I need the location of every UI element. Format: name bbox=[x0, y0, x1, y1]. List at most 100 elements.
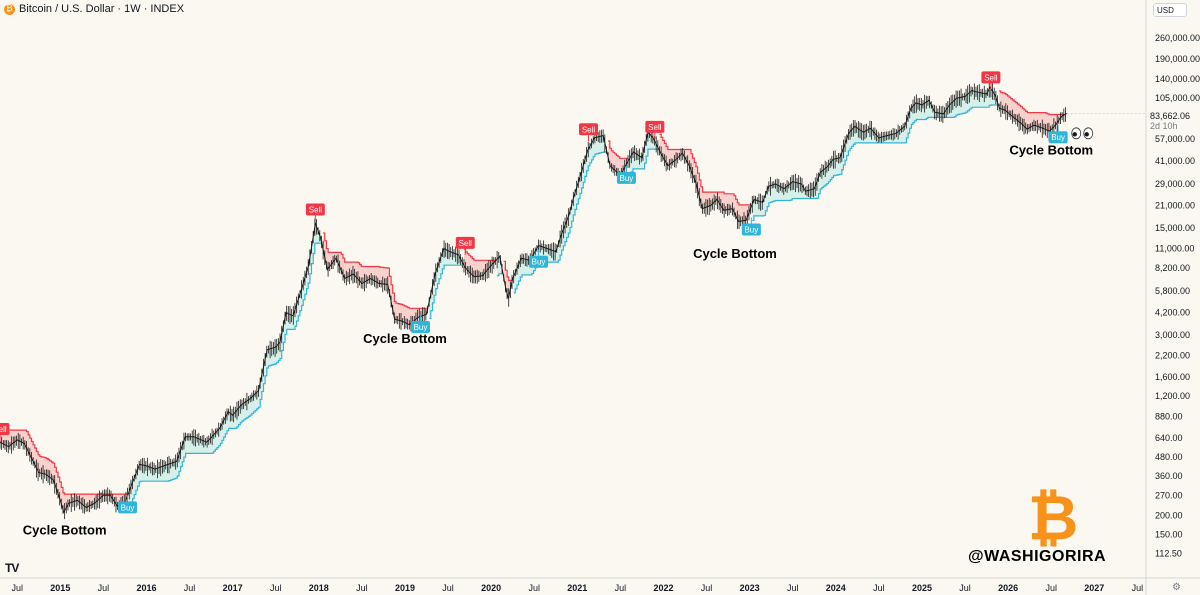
trend-fill bbox=[864, 130, 867, 143]
trend-fill bbox=[516, 264, 519, 285]
trend-fill bbox=[961, 96, 963, 114]
trend-fill bbox=[1000, 92, 1003, 110]
resistance-line bbox=[323, 232, 428, 309]
trend-fill bbox=[631, 152, 633, 172]
trend-fill bbox=[382, 267, 385, 285]
trend-fill bbox=[613, 152, 615, 171]
trend-fill bbox=[566, 216, 569, 238]
symbol-title[interactable]: Bitcoin / U.S. Dollar · 1W · INDEX bbox=[19, 3, 185, 15]
trend-fill bbox=[1007, 95, 1010, 114]
trend-fill bbox=[601, 135, 604, 153]
sell-signal bbox=[455, 236, 475, 249]
trend-fill bbox=[255, 392, 257, 411]
trend-fill bbox=[164, 465, 166, 482]
trend-fill bbox=[483, 260, 486, 275]
trend-fill bbox=[649, 133, 652, 150]
trend-fill bbox=[452, 252, 455, 266]
trend-fill bbox=[43, 457, 45, 475]
trend-fill bbox=[357, 262, 360, 281]
trend-fill bbox=[198, 438, 201, 454]
trend-fill bbox=[278, 342, 281, 361]
trend-fill bbox=[909, 107, 912, 129]
sell-signal-label: Sell bbox=[582, 125, 596, 134]
trend-fill bbox=[454, 253, 456, 266]
price-line bbox=[0, 86, 1067, 514]
trend-fill bbox=[46, 458, 49, 477]
trend-fill bbox=[802, 185, 804, 199]
trend-fill bbox=[130, 482, 133, 504]
trend-fill bbox=[314, 226, 317, 244]
trend-fill bbox=[475, 260, 478, 277]
sell-signal bbox=[579, 123, 599, 136]
trend-fill bbox=[881, 136, 884, 143]
trend-fill bbox=[929, 101, 932, 118]
cycle-bottom-annotation: Cycle Bottom bbox=[1009, 143, 1093, 158]
trend-fill bbox=[871, 129, 874, 143]
x-tick-label: Jul bbox=[270, 583, 282, 593]
trend-fill bbox=[442, 248, 445, 269]
trend-fill bbox=[755, 199, 758, 216]
trend-fill bbox=[92, 494, 95, 505]
trend-fill bbox=[800, 183, 803, 199]
y-tick-label: 8,200.00 bbox=[1155, 263, 1190, 273]
trend-fill bbox=[694, 162, 696, 184]
trend-fill bbox=[273, 347, 276, 365]
buy-signal bbox=[410, 321, 430, 334]
trend-fill bbox=[777, 184, 779, 201]
trend-fill bbox=[197, 438, 199, 454]
trend-fill bbox=[386, 267, 388, 285]
trend-fill bbox=[913, 104, 915, 123]
trend-fill bbox=[424, 308, 426, 316]
trend-fill bbox=[594, 137, 597, 155]
trend-fill bbox=[1045, 113, 1048, 131]
trend-fill bbox=[1050, 114, 1053, 131]
trend-fill bbox=[838, 157, 841, 175]
trend-fill bbox=[205, 441, 208, 454]
trend-fill bbox=[957, 97, 960, 115]
currency-selector[interactable]: USD bbox=[1153, 3, 1187, 17]
trend-fill bbox=[212, 434, 214, 453]
trend-fill bbox=[927, 100, 930, 118]
y-tick-label: 190,000.00 bbox=[1155, 54, 1200, 64]
trend-fill bbox=[734, 195, 736, 216]
trend-fill bbox=[391, 284, 393, 310]
trend-fill bbox=[889, 134, 892, 143]
x-tick-label: Jul bbox=[1045, 583, 1057, 593]
trend-fill bbox=[339, 252, 342, 271]
trend-fill bbox=[985, 91, 988, 108]
trend-fill bbox=[144, 465, 146, 482]
trend-fill bbox=[404, 305, 406, 324]
x-tick-label: 2023 bbox=[740, 583, 760, 593]
x-tick-label: Jul bbox=[184, 583, 196, 593]
last-price: 83,662.06 bbox=[1150, 111, 1191, 121]
trend-fill bbox=[632, 152, 635, 169]
gear-icon[interactable]: ⚙ bbox=[1172, 582, 1181, 593]
trend-fill bbox=[412, 308, 415, 322]
trend-fill bbox=[187, 436, 189, 454]
trend-fill bbox=[719, 192, 721, 206]
trend-fill bbox=[349, 262, 352, 276]
trend-fill bbox=[89, 494, 92, 506]
trend-fill bbox=[26, 431, 29, 452]
trend-fill bbox=[770, 185, 773, 203]
trend-fill bbox=[672, 149, 675, 163]
trend-fill bbox=[609, 148, 612, 168]
trend-fill bbox=[1037, 112, 1039, 127]
trend-fill bbox=[72, 494, 75, 502]
resistance-line bbox=[608, 140, 628, 159]
buy-signal-label: Buy bbox=[744, 226, 758, 235]
trend-fill bbox=[450, 251, 453, 266]
trend-fill bbox=[384, 267, 387, 285]
trend-fill bbox=[901, 127, 904, 143]
trend-fill bbox=[200, 439, 203, 454]
trend-fill bbox=[414, 308, 416, 321]
trend-fill bbox=[150, 467, 153, 482]
trend-fill bbox=[884, 135, 887, 143]
trend-fill bbox=[674, 149, 677, 161]
trend-fill bbox=[848, 131, 851, 151]
tradingview-logo-icon[interactable]: TV bbox=[5, 561, 19, 575]
trend-fill bbox=[362, 266, 365, 283]
trend-fill bbox=[276, 343, 279, 363]
trend-fill bbox=[359, 264, 362, 283]
